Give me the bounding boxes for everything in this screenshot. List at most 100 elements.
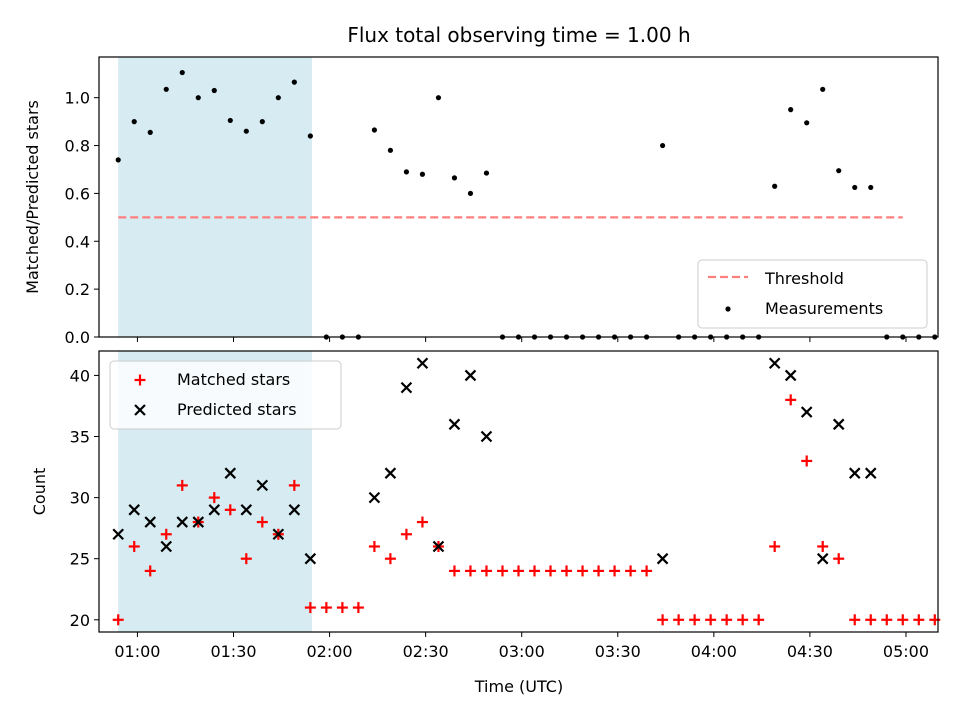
data-point [320,602,332,614]
data-point [352,602,364,614]
data-point [784,369,797,382]
data-point [160,540,173,553]
series-matched-stars [112,394,941,626]
data-point [593,565,605,577]
data-point [864,467,877,479]
data-point [195,95,201,101]
data-point [432,540,445,553]
y-axis-label: Matched/Predicted stars [23,100,42,294]
x-tick-label: 01:00 [114,642,160,661]
data-point [243,128,249,134]
data-point [144,516,157,528]
data-point [291,79,297,85]
data-point [913,614,925,626]
legend: Threshold Measurements [697,259,928,329]
y-tick-label: 40 [70,366,90,385]
data-point [673,614,685,626]
series-predicted-stars [112,357,877,565]
legend-swatch-predicted [134,404,146,416]
data-point [259,119,265,125]
data-point [288,479,300,491]
data-point [721,614,733,626]
data-point [224,504,236,516]
data-point [820,86,826,92]
data-point [641,565,653,577]
x-tick-label: 02:00 [307,642,353,661]
data-point [865,614,877,626]
data-point [256,479,269,492]
x-tick-label: 04:00 [691,642,737,661]
data-point [419,171,426,177]
data-point [480,565,492,577]
data-point [529,565,541,577]
data-point [384,553,396,565]
y-tick-label: 25 [70,550,90,569]
data-point [416,357,429,369]
data-point [288,504,301,516]
data-point [804,120,810,126]
data-point [192,516,205,528]
data-point [400,528,412,540]
data-point [176,516,189,528]
data-point [400,381,413,394]
y-tick-label: 0.0 [65,328,90,347]
legend-label: Threshold [764,269,844,288]
y-tick-label: 0.8 [65,137,90,156]
data-point [849,614,861,626]
data-point [240,553,252,565]
data-point [179,69,185,76]
data-point [788,107,794,113]
data-point [848,467,861,479]
legend-box [109,360,342,430]
data-point [208,504,221,516]
data-point [384,467,397,479]
y-tick-label: 1.0 [65,89,90,108]
data-point [483,170,490,176]
legend-label: Measurements [765,299,883,318]
data-point [852,184,858,191]
legend-swatch-matched [134,374,146,386]
data-point [227,117,233,124]
highlight-span [118,57,312,337]
data-point [208,492,220,504]
data-point [800,406,813,418]
data-point [753,614,765,626]
data-point [304,602,316,614]
counts-panel: 20 25 30 35 40 01:00 01:30 02:00 02:30 03:00 03:30… [30,350,941,661]
plot-frame [98,56,939,338]
data-point [128,504,141,516]
data-point [833,553,845,565]
data-point [371,127,377,133]
data-point [144,565,156,577]
data-point [545,565,557,577]
legend-box [697,259,928,329]
ratio-panel: 0.0 0.2 0.4 0.6 0.8 1.0 Matched/Predicted star… [23,56,939,347]
data-point [240,504,253,516]
data-point [816,552,829,565]
x-tick-label: 03:30 [595,642,641,661]
data-point [307,133,313,139]
data-point [387,147,394,153]
data-point [513,565,524,577]
data-point [147,129,153,135]
chart-title: Flux total observing time = 1.00 h [347,23,690,47]
y-tick-label: 30 [70,489,90,508]
data-point [464,565,476,577]
data-point [817,540,829,552]
y-axis-label: Count [30,468,49,516]
data-point [435,95,442,101]
y-tick-label: 0.6 [65,184,90,203]
data-point [224,467,237,479]
x-tick-label: 05:00 [883,642,929,661]
data-point [480,430,493,443]
y-tick-label: 20 [70,611,90,630]
data-point [657,614,669,626]
data-point [467,190,474,197]
legend-label: Predicted stars [177,400,297,419]
data-point [368,540,380,552]
legend: Matched stars Predicted stars [109,360,342,430]
data-point [256,516,268,528]
data-point [403,169,410,175]
data-point [737,614,749,626]
